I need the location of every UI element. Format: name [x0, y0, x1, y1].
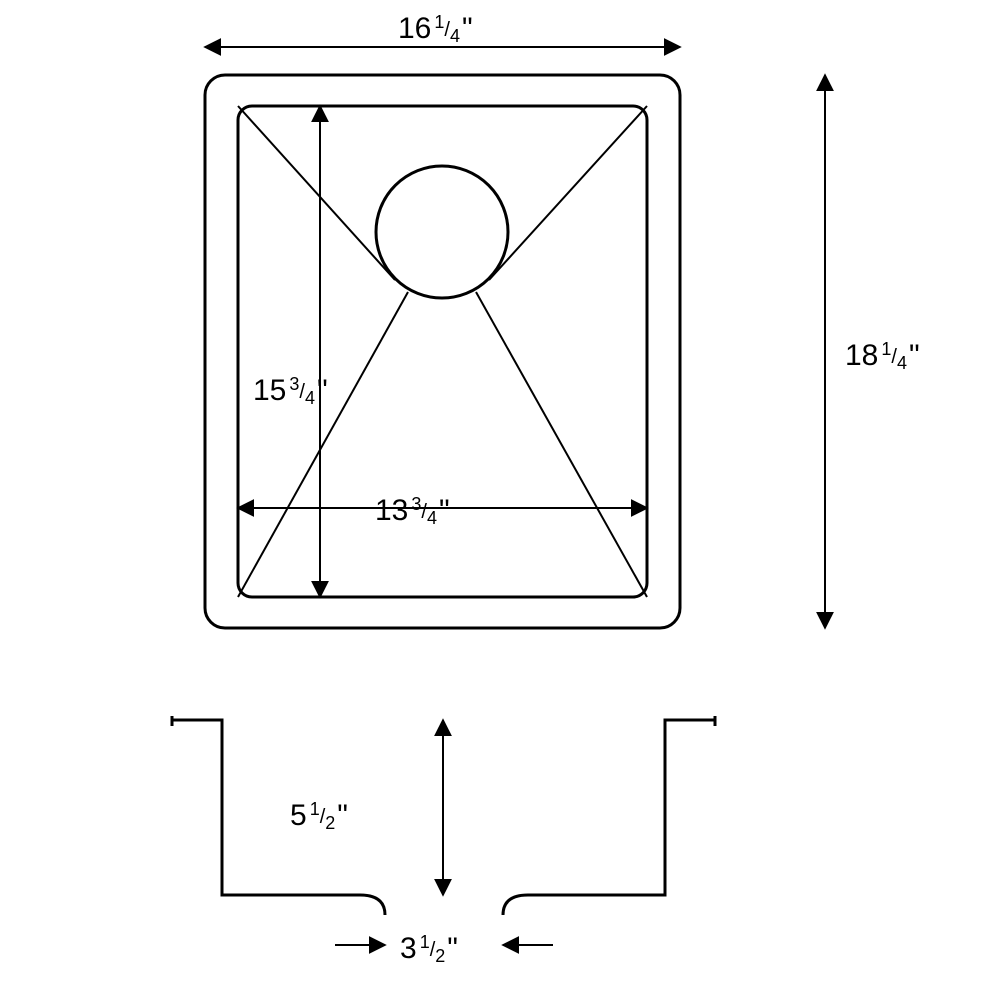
dim-outer-width: 161/4": [398, 12, 473, 46]
dim-outer-height: 181/4": [845, 339, 920, 373]
dim-depth: 51/2": [290, 799, 348, 833]
dim-drain-width: 31/2": [400, 932, 458, 966]
drain-circle: [376, 166, 508, 298]
basin-diagonal-2: [238, 292, 408, 597]
sink-dimension-diagram: 161/4"181/4"153/4"133/4"51/2"31/2": [0, 0, 1000, 1000]
basin-diagonal-3: [476, 292, 647, 597]
basin-diagonal-1: [489, 106, 647, 280]
sink-outer-rim: [205, 75, 680, 628]
basin-diagonal-0: [238, 106, 395, 280]
